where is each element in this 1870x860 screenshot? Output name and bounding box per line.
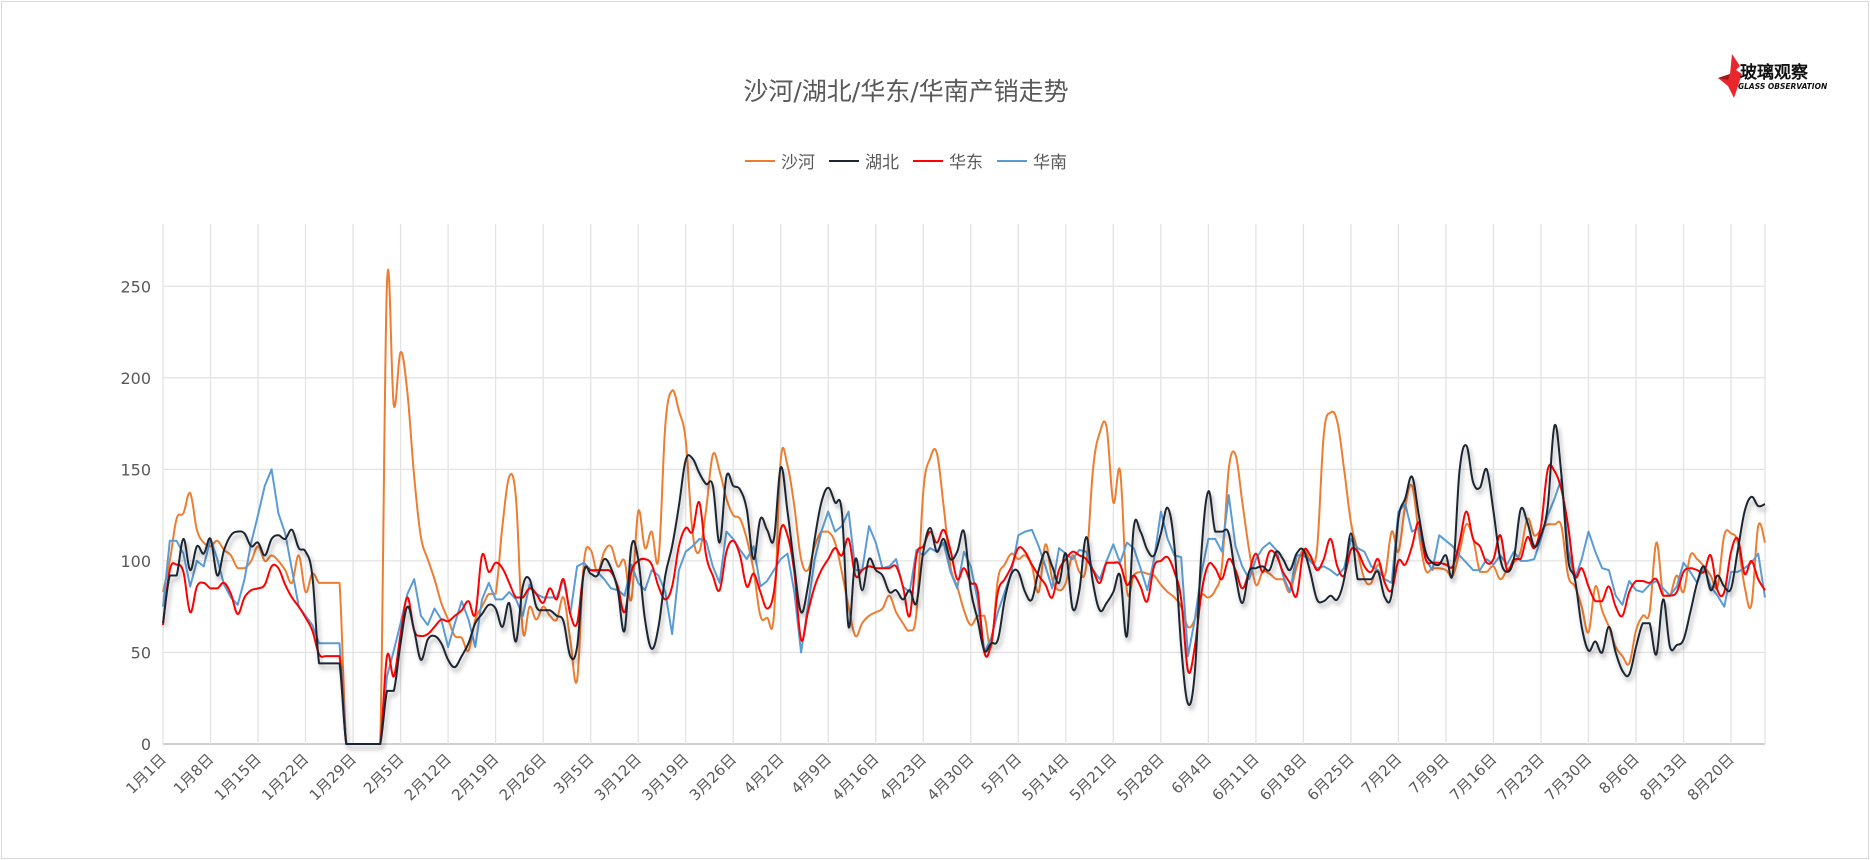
x-tick-label: 1月29日 bbox=[306, 750, 360, 804]
x-tick-label: 8月6日 bbox=[1595, 750, 1642, 797]
x-tick-label: 7月16日 bbox=[1446, 750, 1500, 804]
x-tick-label: 4月16日 bbox=[828, 750, 882, 804]
x-tick-label: 6月11日 bbox=[1209, 750, 1263, 804]
legend-line-icon bbox=[745, 159, 775, 162]
x-tick-label: 1月1日 bbox=[122, 750, 169, 797]
y-tick-label: 150 bbox=[120, 460, 151, 479]
x-tick-label: 4月2日 bbox=[740, 750, 787, 797]
x-tick-label: 1月15日 bbox=[211, 750, 265, 804]
legend-item[interactable]: 华南 bbox=[997, 148, 1067, 173]
legend-line-icon bbox=[829, 159, 859, 162]
x-tick-label: 5月7日 bbox=[978, 750, 1025, 797]
y-tick-label: 50 bbox=[131, 643, 151, 662]
x-tick-label: 7月30日 bbox=[1541, 750, 1595, 804]
series-line-2 bbox=[162, 423, 1766, 745]
legend-line-icon bbox=[997, 159, 1027, 162]
x-tick-label: 3月26日 bbox=[686, 750, 740, 804]
series-line-4 bbox=[162, 468, 1766, 745]
x-tick-label: 7月2日 bbox=[1358, 750, 1405, 797]
legend-label: 沙河 bbox=[781, 153, 815, 173]
y-tick-label: 200 bbox=[120, 369, 151, 388]
x-tick-label: 2月19日 bbox=[448, 750, 502, 804]
legend-item[interactable]: 沙河 bbox=[745, 148, 815, 173]
legend-item[interactable]: 华东 bbox=[913, 148, 983, 173]
logo-en-text: GLASS OBSERVATION bbox=[1738, 82, 1828, 91]
chart-title: 沙河/湖北/华东/华南产销走势 bbox=[743, 77, 1069, 106]
x-tick-label: 8月20日 bbox=[1684, 750, 1738, 804]
x-tick-label: 1月8日 bbox=[170, 750, 217, 797]
series-line-1 bbox=[162, 268, 1766, 745]
x-tick-label: 6月18日 bbox=[1256, 750, 1310, 804]
x-tick-label: 5月14日 bbox=[1018, 750, 1072, 804]
x-tick-label: 2月5日 bbox=[360, 750, 407, 797]
x-tick-label: 6月4日 bbox=[1168, 750, 1215, 797]
y-tick-label: 250 bbox=[120, 277, 151, 296]
x-tick-label: 6月25日 bbox=[1304, 750, 1358, 804]
x-tick-label: 3月12日 bbox=[591, 750, 645, 804]
legend-line-icon bbox=[913, 159, 943, 162]
y-tick-label: 100 bbox=[120, 552, 151, 571]
x-tick-label: 4月30日 bbox=[923, 750, 977, 804]
series-line-3 bbox=[162, 463, 1766, 745]
logo-cn-text: 玻璃观察 bbox=[1740, 62, 1809, 83]
x-tick-label: 4月9日 bbox=[788, 750, 835, 797]
x-tick-label: 5月21日 bbox=[1066, 750, 1120, 804]
legend: 沙河 湖北 华东 华南 bbox=[0, 148, 1812, 173]
legend-label: 华南 bbox=[1033, 153, 1067, 173]
x-tick-label: 2月12日 bbox=[401, 750, 455, 804]
legend-label: 湖北 bbox=[865, 153, 899, 173]
y-tick-label: 0 bbox=[141, 735, 151, 754]
x-tick-label: 2月26日 bbox=[496, 750, 550, 804]
x-tick-label: 3月19日 bbox=[638, 750, 692, 804]
glass-observation-logo: 玻璃观察 GLASS OBSERVATION bbox=[1718, 54, 1828, 98]
x-tick-label: 4月23日 bbox=[876, 750, 930, 804]
x-tick-label: 1月22日 bbox=[258, 750, 312, 804]
x-tick-label: 7月9日 bbox=[1405, 750, 1452, 797]
x-tick-label: 7月23日 bbox=[1494, 750, 1548, 804]
x-tick-label: 5月28日 bbox=[1113, 750, 1167, 804]
legend-label: 华东 bbox=[949, 153, 983, 173]
x-tick-label: 3月5日 bbox=[550, 750, 597, 797]
x-tick-label: 8月13日 bbox=[1636, 750, 1690, 804]
legend-item[interactable]: 湖北 bbox=[829, 148, 899, 173]
